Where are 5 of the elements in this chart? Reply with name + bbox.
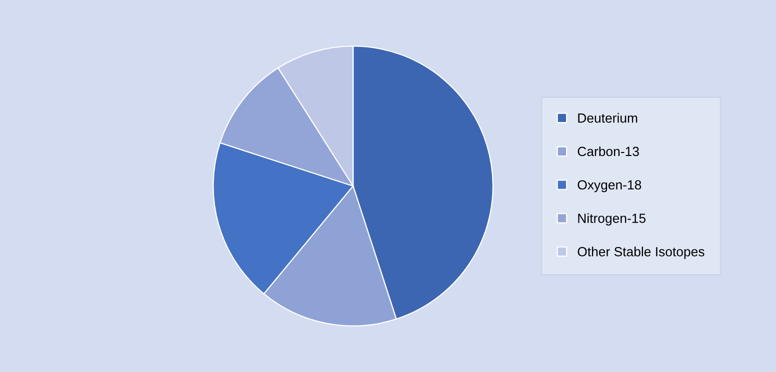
legend-label: Oxygen-18 [578,180,642,192]
legend-label: Nitrogen-15 [578,213,646,226]
legend-label: Carbon-13 [578,146,639,156]
legend-label: Deuterium [578,113,638,123]
legend-label: Other Stable Isotopes [578,246,704,259]
